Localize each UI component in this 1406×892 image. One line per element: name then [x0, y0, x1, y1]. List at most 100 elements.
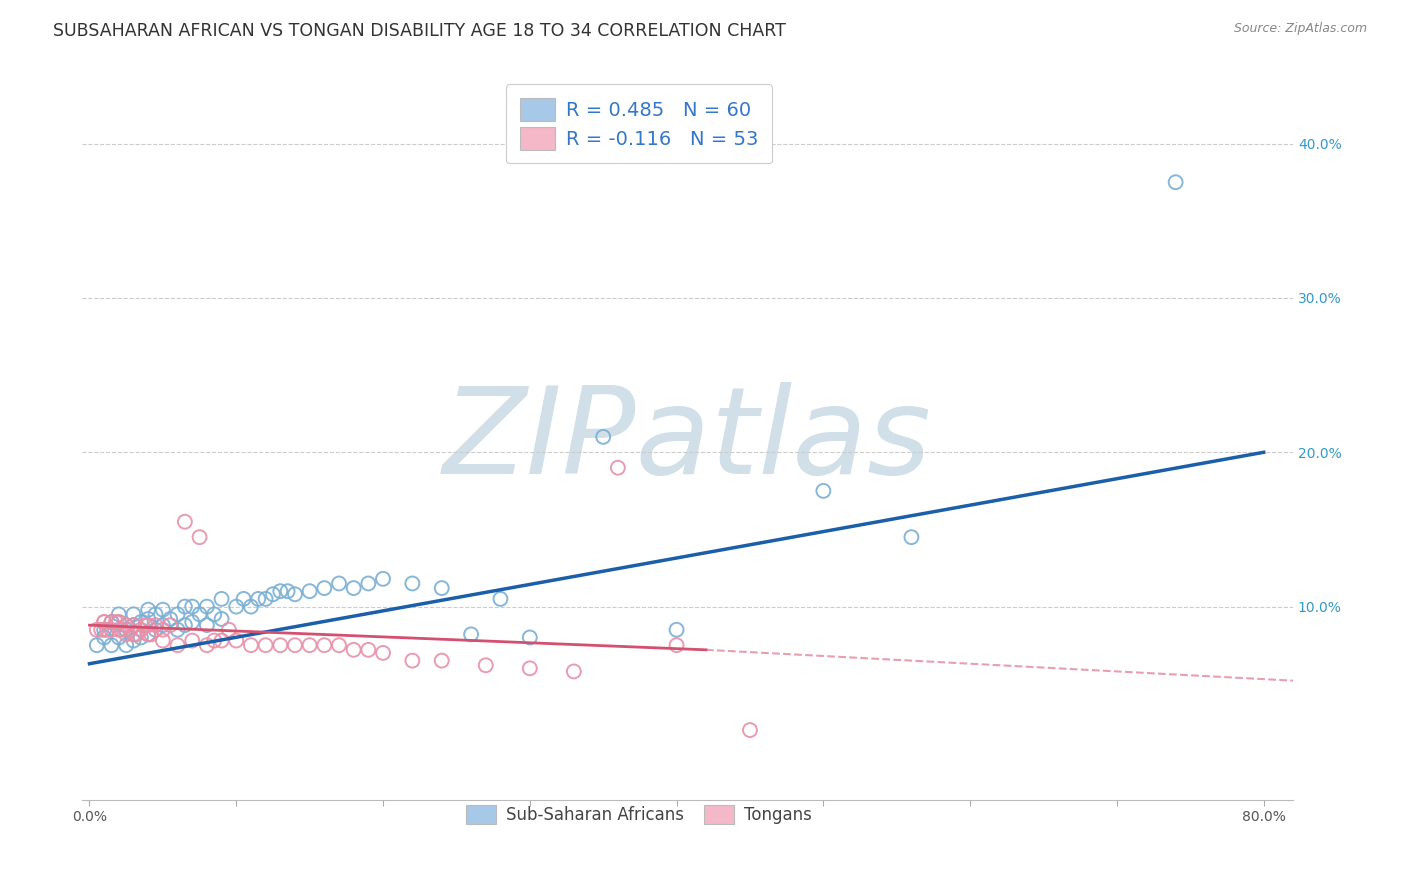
Point	[93, 631, 115, 645]
Point	[93, 615, 115, 629]
Point	[152, 618, 174, 632]
Point	[96, 623, 118, 637]
Point	[262, 587, 284, 601]
Point	[108, 607, 131, 622]
Point	[129, 615, 152, 629]
Point	[460, 627, 482, 641]
Point	[152, 633, 174, 648]
Point	[328, 638, 350, 652]
Point	[195, 618, 218, 632]
Point	[665, 638, 688, 652]
Point	[125, 627, 148, 641]
Point	[357, 643, 380, 657]
Point	[328, 576, 350, 591]
Point	[254, 591, 277, 606]
Point	[202, 607, 225, 622]
Point	[145, 618, 167, 632]
Point	[129, 631, 152, 645]
Point	[284, 638, 307, 652]
Point	[108, 615, 131, 629]
Point	[120, 623, 142, 637]
Text: SUBSAHARAN AFRICAN VS TONGAN DISABILITY AGE 18 TO 34 CORRELATION CHART: SUBSAHARAN AFRICAN VS TONGAN DISABILITY …	[53, 22, 786, 40]
Text: ZIPatlas: ZIPatlas	[443, 382, 932, 500]
Point	[269, 638, 291, 652]
Point	[108, 631, 131, 645]
Point	[104, 615, 127, 629]
Point	[122, 633, 145, 648]
Point	[115, 618, 138, 632]
Point	[218, 623, 240, 637]
Point	[108, 615, 131, 629]
Point	[108, 623, 131, 637]
Point	[159, 618, 181, 632]
Point	[166, 623, 188, 637]
Point	[159, 612, 181, 626]
Point	[284, 587, 307, 601]
Point	[122, 618, 145, 632]
Point	[211, 591, 233, 606]
Point	[298, 584, 321, 599]
Point	[247, 591, 270, 606]
Point	[343, 643, 366, 657]
Point	[813, 483, 835, 498]
Point	[188, 607, 211, 622]
Point	[100, 623, 122, 637]
Point	[122, 607, 145, 622]
Point	[115, 623, 138, 637]
Point	[277, 584, 299, 599]
Point	[173, 599, 195, 614]
Point	[188, 530, 211, 544]
Point	[145, 623, 167, 637]
Point	[232, 591, 254, 606]
Point	[93, 615, 115, 629]
Point	[343, 581, 366, 595]
Point	[401, 654, 423, 668]
Point	[430, 581, 453, 595]
Point	[93, 623, 115, 637]
Point	[195, 638, 218, 652]
Point	[100, 615, 122, 629]
Point	[606, 460, 628, 475]
Point	[111, 623, 134, 637]
Point	[357, 576, 380, 591]
Point	[100, 615, 122, 629]
Point	[86, 623, 108, 637]
Point	[254, 638, 277, 652]
Point	[738, 723, 761, 737]
Point	[115, 638, 138, 652]
Point	[181, 615, 204, 629]
Point	[592, 430, 614, 444]
Point	[489, 591, 512, 606]
Point	[225, 599, 247, 614]
Point	[519, 631, 541, 645]
Point	[100, 638, 122, 652]
Point	[139, 627, 162, 641]
Point	[314, 581, 336, 595]
Point	[136, 627, 159, 641]
Point	[475, 658, 498, 673]
Point	[225, 633, 247, 648]
Point	[202, 633, 225, 648]
Point	[134, 618, 156, 632]
Point	[166, 607, 188, 622]
Point	[195, 599, 218, 614]
Point	[145, 607, 167, 622]
Point	[136, 618, 159, 632]
Point	[181, 599, 204, 614]
Point	[136, 603, 159, 617]
Point	[136, 612, 159, 626]
Point	[562, 665, 585, 679]
Point	[900, 530, 922, 544]
Point	[1164, 175, 1187, 189]
Point	[519, 661, 541, 675]
Point	[430, 654, 453, 668]
Point	[371, 572, 394, 586]
Point	[115, 627, 138, 641]
Point	[181, 633, 204, 648]
Point	[239, 638, 262, 652]
Point	[211, 633, 233, 648]
Point	[314, 638, 336, 652]
Point	[152, 623, 174, 637]
Point	[269, 584, 291, 599]
Point	[211, 612, 233, 626]
